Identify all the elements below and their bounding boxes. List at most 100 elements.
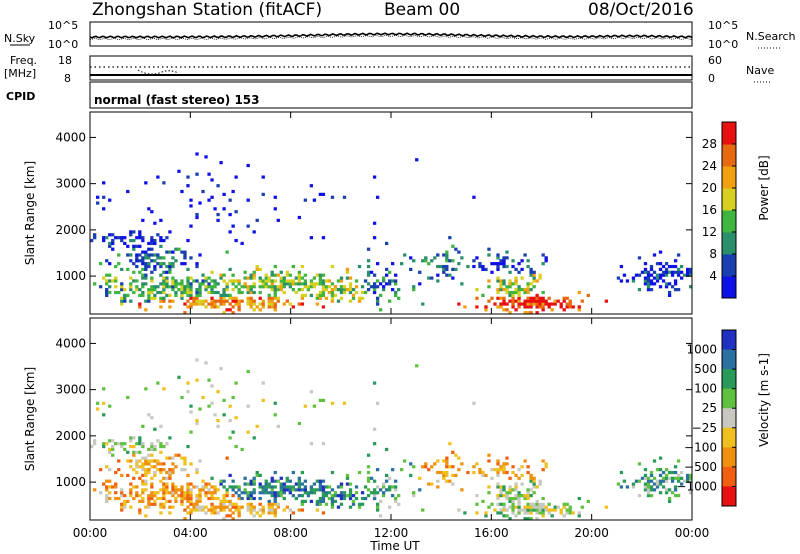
heatmap-cell [162,288,166,292]
heatmap-cell [132,244,136,248]
heatmap-cell [646,482,651,486]
heatmap-cell [237,288,241,292]
heatmap-cell [171,262,175,266]
heatmap-cell [270,279,274,283]
nsearch-series-line [89,34,693,41]
heatmap-cell [357,296,362,300]
heatmap-cell [231,395,235,400]
heatmap-cell [159,502,163,506]
heatmap-cell [204,279,208,283]
heatmap-cell [544,505,548,509]
heatmap-cell [547,305,551,309]
heatmap-cell [117,236,121,240]
heatmap-cell [580,299,584,303]
heatmap-cell [264,273,268,277]
heatmap-cell [150,279,154,283]
heatmap-cell [643,488,648,492]
heatmap-cell [369,270,374,274]
heatmap-cell [541,505,545,509]
heatmap-cell [445,259,449,263]
heatmap-cell [261,505,265,509]
heatmap-cell [496,296,500,300]
heatmap-cell [141,462,145,466]
heatmap-cell [99,468,103,472]
heatmap-cell [120,508,124,512]
heatmap-cell [210,270,214,274]
heatmap-cell [321,273,326,277]
heatmap-cell [517,288,521,292]
heatmap-cell [198,293,202,297]
heatmap-cell [330,494,335,498]
heatmap-cell [228,499,232,503]
heatmap-cell [658,267,663,272]
heatmap-cell [517,494,521,498]
heatmap-cell [556,505,560,509]
heatmap-cell [505,256,509,260]
heatmap-cell [252,285,256,289]
heatmap-cell [375,299,380,303]
heatmap-cell [246,494,250,498]
heatmap-cell [135,264,139,269]
heatmap-cell [183,253,187,257]
heatmap-cell [490,502,494,506]
heatmap-cell [129,299,133,303]
heatmap-cell [228,296,232,300]
heatmap-cell [378,282,383,286]
heatmap-cell [132,453,136,457]
heatmap-cell [348,505,353,509]
heatmap-cell [658,276,663,280]
heatmap-cell [159,462,163,466]
heatmap-cell [658,285,663,289]
heatmap-cell [294,496,298,501]
heatmap-cell [150,241,154,246]
heatmap-cell [171,485,175,489]
heatmap-cell [180,488,184,492]
heatmap-cell [372,236,377,240]
heatmap-cell [511,505,515,509]
heatmap-cell [234,302,238,306]
heatmap-cell [649,264,654,269]
heatmap-cell [652,488,657,492]
heatmap-cell [309,390,314,394]
heatmap-cell [237,282,241,286]
heatmap-cell [210,296,214,300]
heatmap-cell [129,253,133,257]
heatmap-cell [249,505,253,509]
heatmap-cell [249,285,253,289]
heatmap-cell [222,413,226,417]
heatmap-cell [282,285,286,289]
heatmap-cell [384,488,389,492]
heatmap-cell [300,488,305,492]
heatmap-cell [309,236,314,240]
heatmap-cell [264,282,268,286]
heatmap-cell [183,459,187,463]
heatmap-cell [526,465,530,469]
heatmap-cell [228,514,232,518]
heatmap-cell [565,302,569,306]
heatmap-cell [285,282,289,286]
heatmap-cell [225,285,229,289]
heatmap-cell [357,299,362,303]
heatmap-cell [300,276,305,280]
heatmap-cell [673,288,678,292]
heatmap-cell [270,288,274,292]
heatmap-cell [673,259,678,263]
heatmap-cell [150,238,154,243]
heatmap-cell [342,494,347,498]
heatmap-cell [300,282,305,286]
heatmap-cell [372,488,377,492]
heatmap-cell [538,273,542,277]
heatmap-cell [397,494,401,498]
heatmap-cell [276,505,280,509]
heatmap-cell [198,459,202,463]
heatmap-cell [312,198,317,202]
heatmap-cell [186,488,190,492]
heatmap-cell [216,488,220,492]
heatmap-cell [123,293,127,297]
heatmap-cell [156,462,160,466]
heatmap-cell [535,296,539,300]
heatmap-cell [541,253,545,257]
heatmap-cell [108,468,112,472]
heatmap-cell [484,473,488,478]
heatmap-cell [114,485,118,489]
